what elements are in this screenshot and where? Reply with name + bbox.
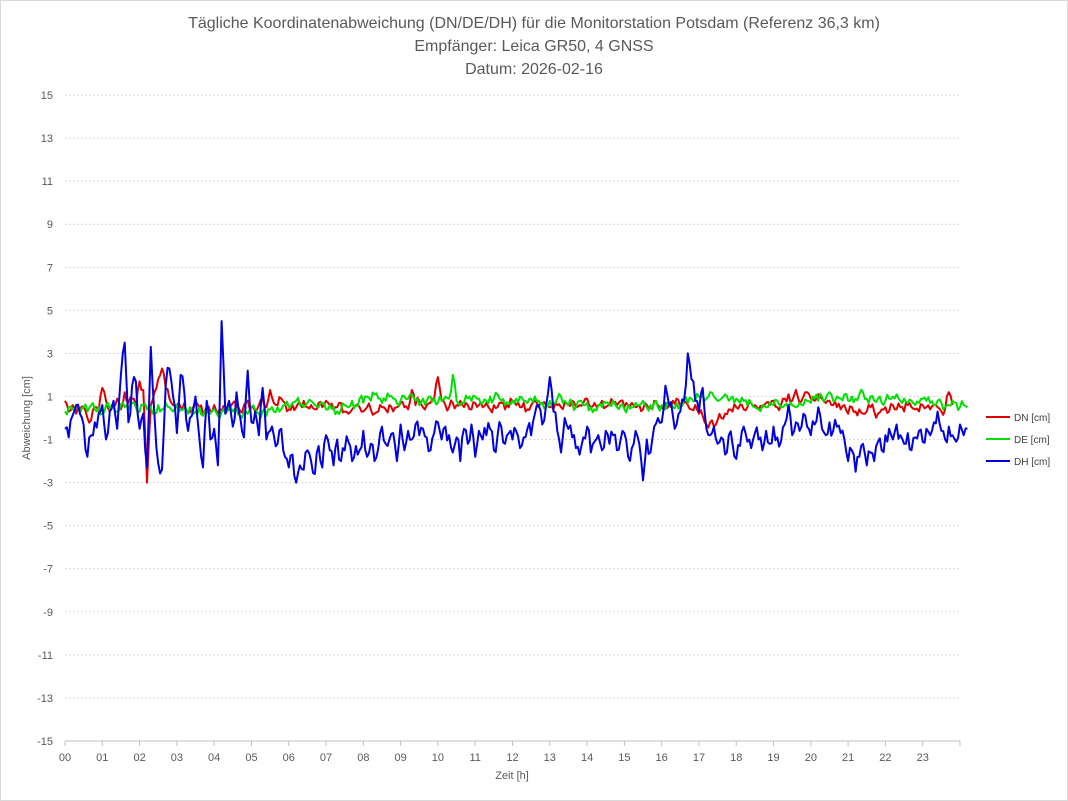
y-tick-label: 15 [41,90,53,102]
x-tick-label: 23 [917,752,929,764]
series-line-de [64,373,969,419]
chart-title-line-2: Empfänger: Leica GR50, 4 GNSS [414,38,653,55]
y-tick-label: 3 [47,348,53,360]
x-tick-label: 15 [618,752,630,764]
legend-label: DE [cm] [1014,435,1050,446]
x-tick-label: 10 [432,752,444,764]
legend-label: DN [cm] [1014,413,1050,424]
data-series [64,320,969,484]
y-tick-label: -13 [37,693,53,705]
x-axis: 00 01 02 03 04 05 06 07 08 09 10 11 12 13 14 15 16 17 18 19… [59,740,961,764]
y-tick-label: -9 [43,607,53,619]
x-tick-label: 19 [767,752,779,764]
x-tick-label: 13 [544,752,556,764]
y-tick-label: -5 [43,521,53,533]
legend: DN [cm] DE [cm] DH [cm] [986,413,1050,468]
x-tick-label: 02 [133,752,145,764]
x-tick-label: 03 [171,752,183,764]
series-line-dh [64,320,968,484]
legend-label: DH [cm] [1014,457,1050,468]
x-tick-label: 05 [245,752,257,764]
y-tick-label: 1 [47,391,53,403]
y-tick-label: 11 [42,176,53,188]
x-tick-label: 06 [283,752,295,764]
y-axis-tick-labels: 15 13 11 9 7 5 3 1 -1 -3 -5 -7 -9 -11 -13 -15 [37,90,53,748]
y-tick-label: -7 [43,564,53,576]
x-tick-label: 17 [693,752,705,764]
x-axis-title: Zeit [h] [495,770,529,782]
x-tick-label: 11 [469,752,480,764]
x-tick-label: 21 [842,752,854,764]
chart-title-line-3: Datum: 2026-02-16 [465,61,603,78]
y-tick-label: 13 [41,133,53,145]
chart-title-line-1: Tägliche Koordinatenabweichung (DN/DE/DH… [188,15,880,32]
y-tick-label: -1 [43,435,53,447]
y-tick-label: -11 [38,650,53,662]
y-tick-label: 7 [47,262,53,274]
x-tick-label: 07 [320,752,332,764]
x-tick-label: 08 [357,752,369,764]
y-tick-label: 5 [47,305,53,317]
x-tick-label: 04 [208,752,220,764]
x-tick-label: 12 [506,752,518,764]
y-tick-label: 9 [47,219,53,231]
x-tick-label: 09 [395,752,407,764]
y-tick-label: -3 [43,478,53,490]
chart-title: Tägliche Koordinatenabweichung (DN/DE/DH… [188,15,880,78]
x-tick-label: 18 [730,752,742,764]
y-axis-title: Abweichung [cm] [21,376,33,460]
x-tick-label: 20 [805,752,817,764]
x-tick-label: 01 [96,752,108,764]
x-tick-label: 00 [59,752,71,764]
y-tick-label: -15 [37,736,53,748]
x-tick-label: 14 [581,752,593,764]
x-tick-label: 16 [656,752,668,764]
gridlines [65,94,960,699]
x-tick-label: 22 [879,752,891,764]
